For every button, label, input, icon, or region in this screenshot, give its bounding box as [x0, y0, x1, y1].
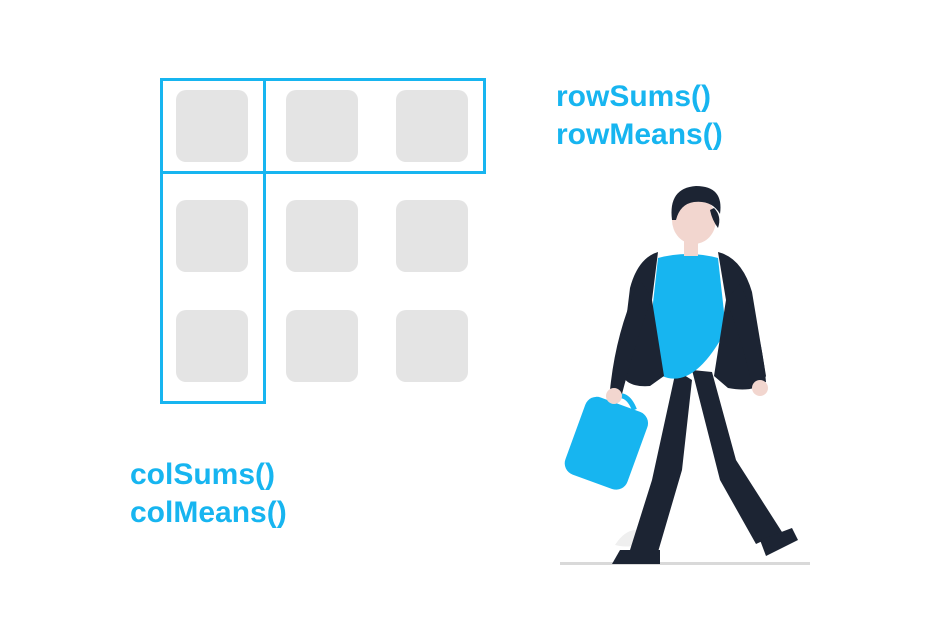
pants-right	[692, 370, 782, 544]
matrix-cell	[396, 200, 468, 272]
column-highlight-box	[160, 78, 266, 404]
hand-left	[752, 380, 768, 396]
matrix-cell	[396, 310, 468, 382]
col-sums-label: colSums()	[130, 456, 275, 494]
matrix-cell	[286, 310, 358, 382]
hand-right	[606, 388, 622, 404]
row-means-label: rowMeans()	[556, 116, 723, 154]
diagram-canvas: rowSums()rowMeans() colSums()colMeans()	[0, 0, 930, 620]
shoe-left	[612, 550, 660, 564]
person-svg	[560, 180, 810, 570]
row-sums-label: rowSums()	[556, 78, 711, 116]
col-means-label: colMeans()	[130, 494, 287, 532]
matrix-cell	[286, 200, 358, 272]
pants-left	[630, 370, 692, 552]
ground-line	[560, 562, 810, 565]
person-illustration	[560, 180, 810, 570]
